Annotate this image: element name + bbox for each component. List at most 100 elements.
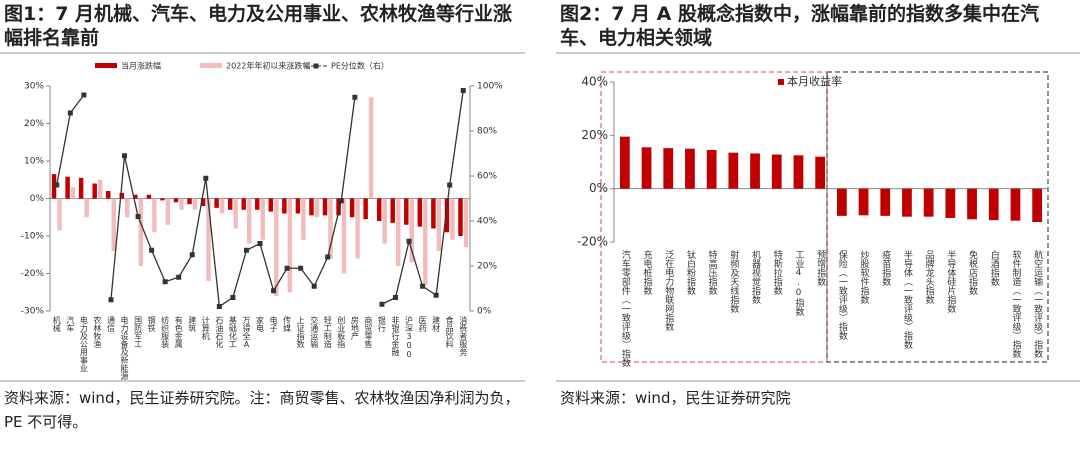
bar — [436, 198, 442, 251]
bar — [260, 198, 265, 240]
bar — [192, 198, 198, 210]
bar — [641, 147, 652, 189]
bar — [92, 183, 97, 199]
line-marker — [81, 92, 87, 98]
y-tick-label: 0% — [589, 181, 608, 195]
bar — [923, 188, 934, 217]
x-tick-label: 传媒 — [283, 315, 292, 333]
y-tick-label: 30% — [24, 82, 44, 92]
line-marker — [176, 274, 182, 280]
bar — [241, 198, 246, 210]
x-tick-label: 机器视觉指数 — [750, 249, 761, 305]
bar — [417, 198, 423, 227]
x-tick-label: 疫苗指数 — [880, 249, 891, 287]
bar — [409, 198, 415, 263]
line-marker — [135, 214, 141, 219]
bar — [65, 176, 70, 199]
bar — [431, 198, 436, 229]
bar — [70, 187, 76, 199]
x-tick-label: 建筑 — [188, 315, 197, 333]
x-tick-label: 消费者服务 — [459, 315, 468, 357]
x-tick-label: 建材 — [432, 315, 441, 332]
y2-tick-label: 80% — [477, 127, 497, 137]
bar — [255, 198, 260, 210]
y-tick-label: -10% — [21, 232, 45, 242]
bar — [152, 198, 157, 233]
bar — [336, 198, 341, 216]
legend-label: 2022年年初以来涨跌幅 — [226, 61, 310, 71]
bar — [219, 198, 225, 214]
line-marker — [216, 304, 222, 309]
bar — [880, 188, 891, 216]
bar — [390, 198, 395, 223]
legend-swatch — [200, 63, 222, 68]
x-tick-label: 房地产 — [350, 315, 359, 341]
legend-swatch — [313, 63, 319, 69]
x-tick-label: 半导体硅片指数 — [945, 249, 956, 314]
y-tick-label: -30% — [21, 307, 45, 317]
line-marker — [54, 182, 60, 188]
x-tick-label: 炒股软件指数 — [859, 250, 870, 305]
y-tick-label: -20% — [21, 269, 45, 279]
x-tick-label: 电力设备及新能源 — [120, 315, 129, 381]
bar — [78, 177, 84, 199]
bar — [404, 198, 409, 225]
bar — [728, 152, 739, 189]
x-tick-label: 航空运输（一致评级）指数 — [1032, 249, 1043, 359]
bar — [376, 198, 382, 221]
line-marker — [284, 265, 290, 271]
x-tick-label: 国防军工 — [134, 316, 143, 348]
y2-tick-label: 40% — [477, 217, 497, 227]
bar — [858, 188, 869, 216]
line-marker — [311, 283, 317, 289]
bar — [663, 148, 674, 189]
bar — [902, 188, 912, 217]
bar — [771, 154, 782, 189]
bar — [105, 191, 111, 199]
x-tick-label: 品牌龙头指数 — [924, 250, 935, 305]
x-tick-label: 医药 — [418, 316, 427, 333]
bar — [444, 198, 450, 233]
bar — [395, 198, 401, 266]
x-tick-label: 半导体（一致评级）指数 — [902, 249, 913, 350]
bar — [57, 198, 62, 231]
bar — [214, 198, 219, 208]
line-marker — [243, 247, 249, 253]
x-tick-label: 白酒指数 — [989, 249, 1000, 287]
bar — [349, 198, 355, 218]
x-tick-label: 充电桩指数 — [642, 249, 653, 296]
bar — [450, 198, 455, 240]
bar — [945, 188, 956, 218]
bar — [165, 198, 171, 225]
legend-swatch — [778, 79, 784, 85]
x-tick-label: 钢铁 — [147, 315, 156, 333]
y-tick-label: 20% — [24, 119, 44, 129]
x-tick-label: 特斯拉指数 — [772, 249, 783, 296]
x-tick-label: 汽车 — [66, 315, 75, 333]
source-note: 资料来源：wind，民生证券研究院。注：商贸零售、农林牧渔因净利润为负，PE 不… — [4, 389, 520, 431]
bar — [160, 198, 165, 201]
bar — [988, 188, 999, 221]
line-marker — [379, 301, 385, 307]
bar — [368, 97, 374, 199]
line-marker — [298, 265, 304, 271]
x-tick-label: 特高压指数 — [707, 249, 718, 296]
x-tick-label: 创业板指 — [337, 315, 346, 349]
chart-title: 图1：7 月机械、汽车、电力及公用事业、农林牧渔等行业涨幅排名靠前 — [4, 3, 513, 49]
x-tick-label: 银行 — [377, 315, 386, 333]
bar — [246, 198, 252, 244]
legend-label: PE分位数（右） — [331, 61, 389, 71]
bar — [363, 198, 368, 220]
x-tick-label: 免税店指数 — [967, 249, 978, 296]
bar — [206, 198, 211, 281]
bar — [750, 153, 760, 189]
line-marker — [230, 295, 236, 300]
bar — [274, 198, 279, 296]
line-marker — [392, 295, 398, 300]
line-marker — [352, 94, 358, 100]
x-tick-label: 轻工制造 — [323, 315, 332, 349]
legend-swatch — [95, 63, 117, 68]
line-marker — [420, 283, 426, 289]
